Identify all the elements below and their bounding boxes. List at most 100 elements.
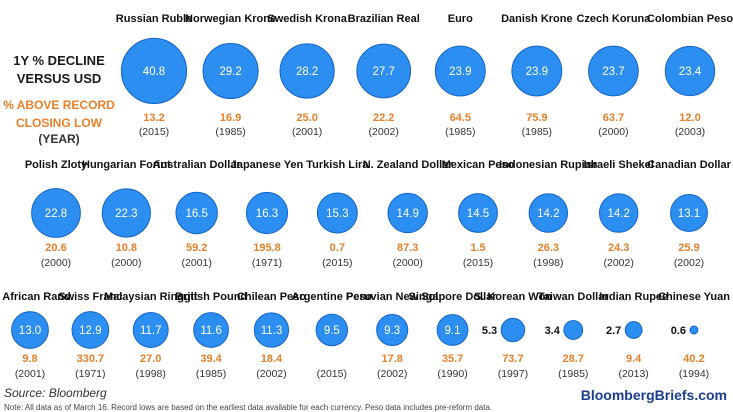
bubble-group-taiwan-dollar: Taiwan Dollar 3.4 28.7 (1985)	[538, 291, 609, 380]
decline-value: 14.5	[467, 208, 489, 220]
legend-pct-line1: % ABOVE RECORD	[3, 98, 115, 112]
above-low-value: 13.2	[143, 112, 164, 124]
bubble	[376, 313, 409, 347]
decline-value: 9.1	[445, 325, 461, 337]
above-low-value: 12.0	[679, 112, 700, 124]
currency-label: Czech Koruna	[576, 13, 651, 25]
year-value: (1998)	[533, 257, 563, 269]
year-value: (2001)	[181, 257, 211, 269]
currency-label: Argentine Peso	[291, 291, 372, 303]
year-value: (2015)	[322, 257, 352, 269]
bubble	[31, 188, 81, 238]
currency-label: S. African Rand	[0, 291, 71, 303]
currency-label: Canadian Dollar	[647, 159, 731, 171]
above-low-value: 9.8	[22, 353, 37, 365]
decline-value: 11.7	[140, 325, 162, 337]
currency-label: Chinese Yuan	[658, 291, 730, 303]
decline-value: 9.3	[384, 325, 400, 337]
decline-value: 23.9	[449, 66, 471, 78]
bubble-group-danish-krone: Danish Krone 23.9 75.9 (1985)	[501, 13, 573, 138]
decline-value: 23.7	[602, 66, 624, 78]
bubble-group-russian-ruble: Russian Ruble 40.8 13.2 (2015)	[116, 13, 192, 138]
bubble	[71, 311, 110, 349]
bubble-group-argentine-peso: Argentine Peso 9.5 (2015)	[291, 291, 372, 380]
decline-value: 13.1	[678, 208, 700, 220]
year-value: (1971)	[75, 368, 105, 380]
decline-value: 23.4	[679, 66, 702, 78]
legend-decline-label: 1Y % DECLINE VERSUS USD	[0, 52, 118, 88]
above-low-value: 40.2	[683, 353, 704, 365]
bubble-group-euro: Euro 23.9 64.5 (1985)	[434, 13, 486, 138]
bubble-group-s-korean-won: S. Korean Won 5.3 73.7 (1997)	[474, 291, 552, 380]
currency-label: Colombian Peso	[647, 13, 733, 25]
year-value: (2013)	[618, 368, 648, 380]
year-value: (1985)	[522, 126, 552, 138]
bubble-group-swedish-krona: Swedish Krona 28.2 25.0 (2001)	[267, 13, 347, 138]
bubble	[436, 314, 469, 346]
above-low-value: 10.8	[116, 242, 137, 254]
year-value: (2015)	[463, 257, 493, 269]
legend-title-line2: VERSUS USD	[16, 71, 102, 86]
decline-value: 23.9	[526, 66, 548, 78]
above-low-value: 28.7	[563, 353, 584, 365]
above-low-value: 9.4	[626, 353, 642, 365]
year-value: (2002)	[377, 368, 407, 380]
year-value: (2002)	[256, 368, 286, 380]
year-value: (1985)	[196, 368, 226, 380]
currency-label: N. Zealand Dollar	[363, 159, 454, 171]
decline-value: 5.3	[482, 325, 497, 337]
bubble-group-n-zealand-dollar: N. Zealand Dollar 14.9 87.3 (2000)	[363, 159, 454, 269]
currency-label: Australian Dollar	[153, 159, 242, 171]
bubble	[202, 42, 259, 100]
year-value: (2001)	[15, 368, 45, 380]
legend-pct-label: % ABOVE RECORD CLOSING LOW	[0, 96, 118, 132]
year-value: (2015)	[317, 368, 347, 380]
decline-value: 14.2	[537, 208, 559, 220]
bubble-group-indonesian-rupiah: Indonesian Rupiah 14.2 26.3 (1998)	[499, 159, 598, 269]
year-value: (1985)	[558, 368, 588, 380]
bubble	[598, 193, 639, 233]
above-low-value: 87.3	[397, 242, 418, 254]
above-low-value: 17.8	[381, 353, 402, 365]
source-label: Source: Bloomberg	[4, 386, 107, 400]
bubble	[563, 320, 584, 340]
bubble-group-singapore-dollar: Singapore Dollar 9.1 35.7 (1990)	[409, 291, 498, 380]
decline-value: 0.6	[671, 325, 686, 337]
bubble-group-swiss-franc: Swiss Franc 12.9 330.7 (1971)	[58, 291, 122, 380]
decline-value: 27.7	[373, 66, 395, 78]
above-low-value: 63.7	[603, 112, 624, 124]
above-low-value: 39.4	[200, 353, 222, 365]
currency-label: Indonesian Rupiah	[499, 159, 598, 171]
bubble-group-polish-zloty: Polish Zloty 22.8 20.6 (2000)	[25, 159, 88, 269]
bubble-group-british-pound: British Pound 11.6 39.4 (1985)	[175, 291, 247, 380]
bubble	[132, 312, 169, 348]
above-low-value: 25.0	[296, 112, 317, 124]
above-low-value: 26.3	[538, 242, 559, 254]
bubble-group-mexican-peso: Mexican Peso 14.5 1.5 (2015)	[442, 159, 515, 269]
currency-label: Danish Krone	[501, 13, 573, 25]
bubble-group-s-african-rand: S. African Rand 13.0 9.8 (2001)	[0, 291, 71, 380]
bubble-group-chilean-peso: Chilean Peso 11.3 18.4 (2002)	[237, 291, 306, 380]
currency-label: Chilean Peso	[237, 291, 306, 303]
decline-value: 11.3	[261, 325, 283, 337]
year-value: (2003)	[675, 126, 705, 138]
decline-value: 14.2	[607, 208, 629, 220]
year-value: (2002)	[603, 257, 633, 269]
bubble	[511, 45, 563, 97]
bubble	[588, 45, 639, 97]
bubble-group-japanese-yen: Japanese Yen 16.3 195.8 (1971)	[231, 159, 304, 269]
decline-value: 9.5	[324, 325, 340, 337]
currency-label: Indian Rupee	[599, 291, 668, 303]
currency-label: Mexican Peso	[442, 159, 515, 171]
bubble	[356, 43, 412, 99]
bubble	[387, 192, 428, 234]
decline-value: 16.5	[185, 208, 207, 220]
bubble	[11, 311, 49, 349]
legend-year-label: (YEAR)	[38, 132, 80, 146]
decline-value: 16.3	[256, 208, 278, 220]
decline-value: 22.3	[115, 208, 137, 220]
bubble	[624, 321, 643, 339]
year-value: (2000)	[41, 257, 71, 269]
above-low-value: 24.3	[608, 242, 629, 254]
brand-logo-text: BloombergBriefs.com	[580, 387, 727, 403]
